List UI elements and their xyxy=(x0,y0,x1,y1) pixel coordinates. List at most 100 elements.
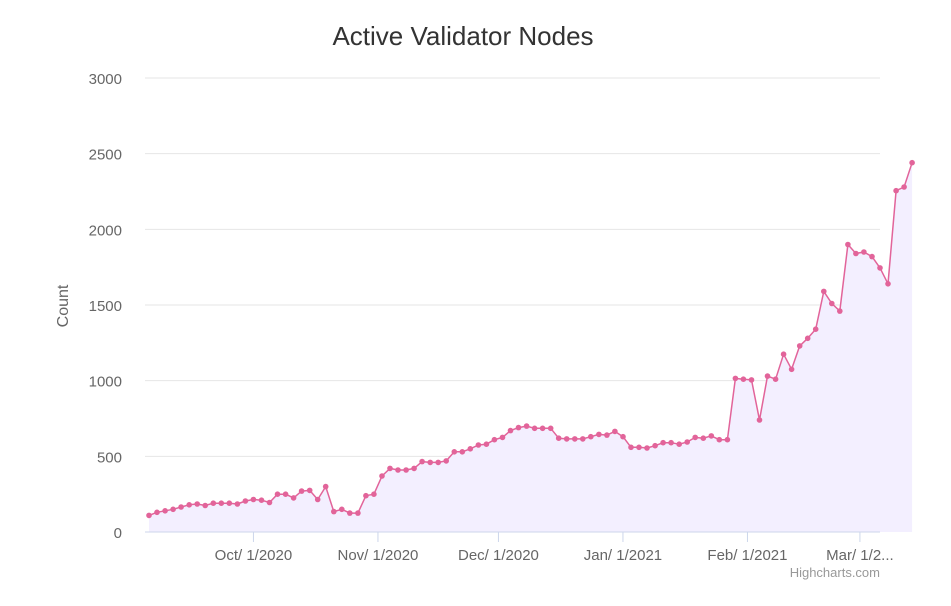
x-tick-label: Nov/ 1/2020 xyxy=(338,547,419,564)
data-point xyxy=(178,504,184,510)
data-point xyxy=(226,500,233,507)
data-point xyxy=(660,439,666,446)
data-point xyxy=(322,483,329,490)
data-point xyxy=(700,435,707,442)
data-point xyxy=(451,449,458,455)
data-point xyxy=(387,465,393,472)
data-point xyxy=(371,491,377,498)
x-tick-label: Oct/ 1/2020 xyxy=(215,547,293,564)
data-point xyxy=(563,436,570,442)
data-point xyxy=(716,436,723,443)
data-point xyxy=(170,506,176,513)
data-point xyxy=(853,250,859,257)
data-point xyxy=(347,510,353,516)
data-point xyxy=(162,508,168,514)
data-point xyxy=(684,439,690,445)
data-point xyxy=(242,498,249,504)
data-point xyxy=(555,435,562,442)
data-point xyxy=(740,376,747,383)
data-point xyxy=(523,423,530,429)
data-point xyxy=(419,458,425,465)
data-point xyxy=(748,377,755,383)
data-point xyxy=(202,502,208,509)
data-point xyxy=(572,436,578,442)
data-point xyxy=(756,417,763,423)
data-point xyxy=(539,425,546,432)
data-point xyxy=(290,495,297,501)
data-point xyxy=(186,502,192,508)
x-tick-label: Dec/ 1/2020 xyxy=(458,547,539,564)
data-point xyxy=(298,488,305,494)
data-point xyxy=(724,436,731,443)
data-point xyxy=(274,491,281,498)
data-point xyxy=(869,253,875,260)
data-point xyxy=(507,427,514,434)
data-point xyxy=(154,509,160,516)
data-point xyxy=(491,436,498,443)
data-point xyxy=(861,249,867,255)
data-point xyxy=(885,281,891,287)
data-point xyxy=(547,425,554,432)
data-point xyxy=(708,433,715,439)
series-area-fill xyxy=(149,162,913,532)
data-point xyxy=(306,487,313,494)
data-point xyxy=(499,434,506,441)
x-tick-label: Jan/ 1/2021 xyxy=(584,547,662,564)
data-point xyxy=(475,442,482,448)
data-point xyxy=(877,265,883,271)
data-point xyxy=(459,449,466,455)
data-point xyxy=(395,467,401,473)
data-point xyxy=(644,445,650,451)
x-tick-label: Feb/ 1/2021 xyxy=(707,547,787,564)
data-point xyxy=(411,465,417,472)
y-tick-label: 0 xyxy=(114,525,122,542)
data-point xyxy=(612,428,618,435)
data-point xyxy=(331,508,337,515)
series-area xyxy=(149,162,913,532)
data-point xyxy=(146,512,152,519)
y-tick-label: 3000 xyxy=(89,71,122,88)
data-point xyxy=(829,300,835,307)
y-tick-label: 1500 xyxy=(89,298,122,315)
data-point xyxy=(620,433,626,440)
data-point xyxy=(837,308,843,314)
data-point xyxy=(194,501,200,507)
y-axis: 0 500 1000 1500 2000 2500 3000 xyxy=(89,71,122,542)
data-point xyxy=(788,366,795,373)
data-point xyxy=(821,288,827,295)
data-point xyxy=(483,441,490,448)
data-point xyxy=(427,459,434,466)
data-point xyxy=(764,373,771,379)
data-point xyxy=(266,499,273,506)
highcharts-credit-link[interactable]: Highcharts.com xyxy=(790,565,880,580)
data-point xyxy=(218,500,225,507)
data-point xyxy=(379,473,385,479)
data-point xyxy=(628,444,634,451)
data-point xyxy=(772,376,779,383)
data-point xyxy=(901,184,907,190)
data-point xyxy=(467,446,474,452)
y-tick-label: 2500 xyxy=(89,147,122,164)
data-point xyxy=(909,159,915,166)
data-point xyxy=(796,343,803,349)
data-point xyxy=(652,442,658,449)
data-point xyxy=(668,439,674,446)
data-point xyxy=(443,458,450,464)
data-point xyxy=(355,510,361,516)
x-axis: Oct/ 1/2020 Nov/ 1/2020 Dec/ 1/2020 Jan/ 1/… xyxy=(145,531,894,564)
data-point xyxy=(588,433,594,440)
data-point xyxy=(258,497,265,504)
y-tick-label: 500 xyxy=(97,449,122,466)
data-point xyxy=(596,431,602,438)
data-point xyxy=(804,335,811,342)
data-point xyxy=(250,496,257,503)
data-point xyxy=(314,496,321,503)
data-point xyxy=(234,501,241,507)
data-point xyxy=(845,241,851,248)
chart-title: Active Validator Nodes xyxy=(332,21,593,51)
data-point xyxy=(210,500,217,507)
data-point xyxy=(812,326,819,333)
data-point xyxy=(780,351,787,358)
